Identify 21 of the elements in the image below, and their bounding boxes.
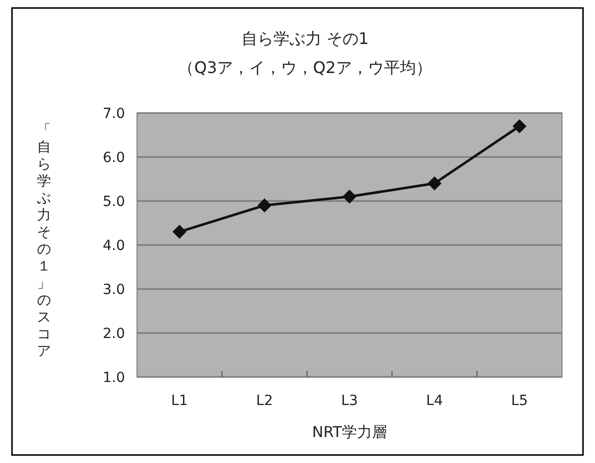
x-tick-label: L3: [341, 393, 358, 409]
y-tick-label: 2.0: [102, 326, 125, 342]
point: [512, 119, 526, 134]
chart-subtitle: （Q3ア，イ，ウ，Q2ア，ウ平均）: [178, 58, 432, 77]
text: 「自ら学ぶ力その１」のスコア: [37, 122, 51, 360]
point: [342, 190, 356, 204]
point: [428, 176, 442, 190]
x-tick-label: L5: [511, 393, 528, 409]
point: [172, 224, 186, 239]
chart-title: 自ら学ぶ力 その1: [241, 29, 369, 48]
point: [258, 198, 272, 212]
x-tick-label: L4: [426, 393, 443, 409]
y-tick-label: 6.0: [102, 150, 125, 166]
y-tick-label: 5.0: [102, 194, 125, 210]
y-tick-label: 3.0: [102, 282, 125, 298]
x-tick-label: L1: [171, 393, 188, 409]
y-tick-label: 4.0: [102, 238, 125, 254]
y-tick-label: 7.0: [102, 106, 125, 122]
x-axis-title: NRT学力層: [312, 423, 387, 441]
y-tick-label: 1.0: [102, 370, 125, 386]
x-tick-label: L2: [256, 393, 273, 409]
